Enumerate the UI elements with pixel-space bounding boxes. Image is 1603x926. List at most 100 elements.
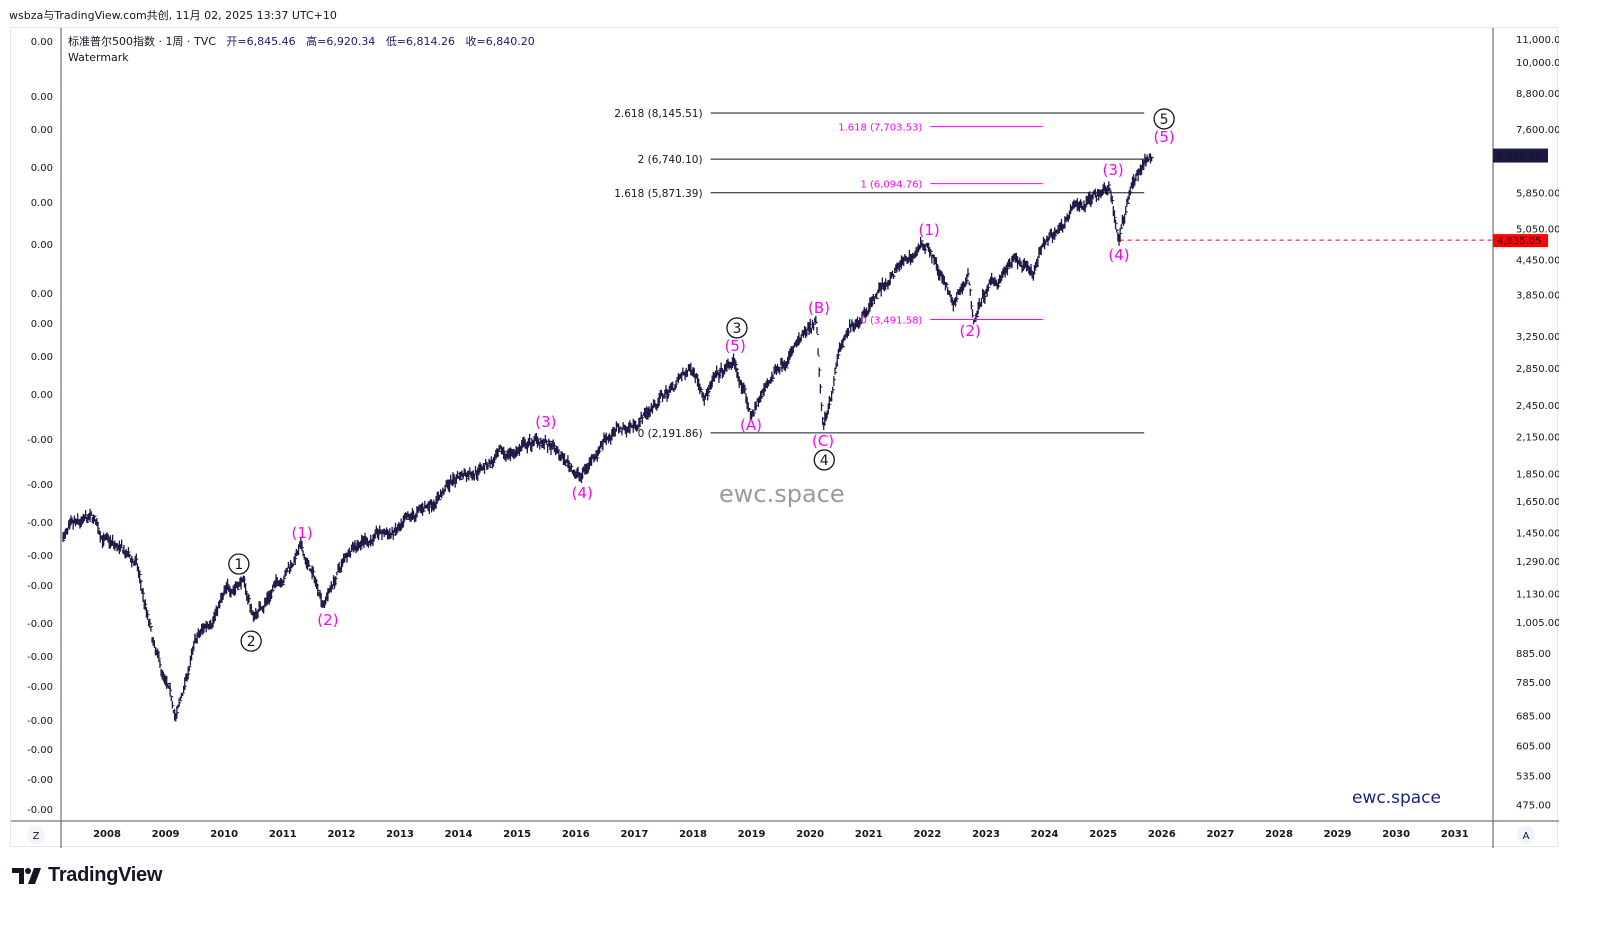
left-axis-tick: -0.00 — [27, 480, 53, 491]
time-axis-tick: 2028 — [1265, 829, 1293, 840]
chart-attribution: wsbza与TradingView.com共创, 11月 02, 2025 13… — [9, 9, 337, 22]
wave-circle-marker[interactable] — [228, 553, 250, 575]
wave-label[interactable]: (1) — [919, 221, 940, 239]
scale-z-label[interactable]: Z — [33, 831, 40, 842]
time-axis-tick: 2020 — [796, 829, 824, 840]
right-axis-tick: 2,850.00 — [1516, 364, 1559, 375]
fib-level-label: 0 (3,491.58) — [860, 315, 922, 326]
wave-label-circled[interactable]: 5 — [1160, 112, 1169, 128]
center-watermark: ewc.space — [719, 480, 845, 508]
left-axis-tick: -0.00 — [27, 435, 53, 446]
scale-z-button[interactable] — [27, 826, 45, 844]
tradingview-brand: TradingView — [48, 864, 163, 886]
right-axis-tick: 3,850.00 — [1516, 291, 1559, 302]
last-price-tag — [1493, 148, 1548, 163]
time-axis-tick: 2010 — [210, 829, 238, 840]
right-axis-tick: 475.00 — [1516, 801, 1551, 812]
time-axis-tick: 2016 — [562, 829, 590, 840]
right-axis-tick: 7,600.00 — [1516, 125, 1559, 136]
wave-label[interactable]: (2) — [317, 611, 338, 629]
left-axis-tick: -0.00 — [27, 745, 53, 756]
high-value: 高=6,920.34 — [306, 35, 376, 48]
wave-label-circled[interactable]: 4 — [820, 453, 829, 469]
wave-label-circled[interactable]: 1 — [234, 557, 243, 573]
wave-label[interactable]: (3) — [1103, 161, 1124, 179]
right-axis-tick: 1,850.00 — [1516, 469, 1559, 480]
wave-label[interactable]: (A) — [740, 416, 762, 434]
time-axis-tick: 2012 — [327, 829, 355, 840]
right-axis-tick: 2,450.00 — [1516, 401, 1559, 412]
right-axis-tick: 1,650.00 — [1516, 497, 1559, 508]
symbol-title[interactable]: 标准普尔500指数 · 1周 · TVC — [68, 35, 216, 48]
wave-label-circled[interactable]: 3 — [732, 321, 741, 337]
price-chart[interactable]: 0.00 0.00 0.00 0.00 0.00 0.00 0.00 0.00 0.00 0.00… — [11, 28, 1559, 848]
left-axis-tick: 0.00 — [31, 240, 53, 251]
time-axis-tick: 2024 — [1031, 829, 1059, 840]
right-axis-tick: 885.00 — [1516, 649, 1551, 660]
indicator-watermark-label[interactable]: Watermark — [68, 51, 129, 64]
wave-label[interactable]: (3) — [535, 413, 556, 431]
wave-label[interactable]: (5) — [1154, 128, 1175, 146]
right-axis-tick: 1,130.00 — [1516, 589, 1559, 600]
time-axis-tick: 2030 — [1382, 829, 1410, 840]
stop-level-price-text: 4,835.05 — [1497, 236, 1542, 247]
time-axis-tick: 2015 — [503, 829, 531, 840]
right-axis-tick: 1,290.00 — [1516, 557, 1559, 568]
wave-label[interactable]: (1) — [292, 524, 313, 542]
right-axis-tick: 605.00 — [1516, 742, 1551, 753]
right-axis-tick: 535.00 — [1516, 772, 1551, 783]
left-axis-tick: 0.00 — [31, 125, 53, 136]
right-axis-tick: 785.00 — [1516, 678, 1551, 689]
wave-circle-marker[interactable] — [1153, 108, 1175, 130]
right-axis-tick: 1,005.00 — [1516, 618, 1559, 629]
auto-scale-button[interactable] — [1517, 826, 1535, 844]
right-axis-tick: 10,000.00 — [1516, 58, 1559, 69]
time-axis-tick: 2022 — [913, 829, 941, 840]
time-axis-tick: 2031 — [1441, 829, 1469, 840]
time-axis-tick: 2026 — [1148, 829, 1176, 840]
wave-label[interactable]: (2) — [960, 322, 981, 340]
time-axis-tick: 2025 — [1089, 829, 1117, 840]
right-axis-tick: 685.00 — [1516, 711, 1551, 722]
time-axis-tick: 2008 — [93, 829, 121, 840]
left-axis-tick: -0.00 — [27, 551, 53, 562]
left-axis-tick: 0.00 — [31, 319, 53, 330]
left-axis-tick: 0.00 — [31, 390, 53, 401]
time-axis-tick: 2021 — [855, 829, 883, 840]
left-axis-tick: -0.00 — [27, 775, 53, 786]
wave-label[interactable]: (C) — [812, 432, 834, 450]
time-axis-tick: 2023 — [972, 829, 1000, 840]
left-axis-tick: -0.00 — [27, 518, 53, 529]
left-axis-tick: -0.00 — [27, 619, 53, 630]
open-value: 开=6,845.46 — [226, 35, 296, 48]
wave-label[interactable]: (5) — [725, 337, 746, 355]
wave-circle-marker[interactable] — [813, 449, 835, 471]
wave-circle-marker[interactable] — [240, 630, 262, 652]
fib-level-label: 1.618 (7,703.53) — [838, 123, 922, 134]
price-bars — [62, 153, 1154, 722]
fib-level-label: 1 (6,094.76) — [860, 180, 922, 191]
right-axis-tick: 1,450.00 — [1516, 529, 1559, 540]
fib-level-label: 2.618 (8,145.51) — [614, 108, 702, 120]
time-axis-tick: 2017 — [620, 829, 648, 840]
wave-circle-marker[interactable] — [726, 317, 748, 339]
low-value: 低=6,814.26 — [385, 35, 456, 48]
tradingview-logo-icon — [12, 867, 41, 884]
time-axis-tick: 2019 — [738, 829, 766, 840]
time-axis-tick: 2027 — [1206, 829, 1234, 840]
wave-label[interactable]: (4) — [1108, 246, 1129, 264]
fib-level-label: 0 (2,191.86) — [638, 428, 703, 440]
wave-label[interactable]: (B) — [808, 299, 830, 317]
left-axis-tick: 0.00 — [31, 352, 53, 363]
wave-label[interactable]: (4) — [572, 484, 593, 502]
fib-level-label: 1.618 (5,871.39) — [614, 188, 702, 200]
right-axis-tick: 11,000.00 — [1516, 35, 1559, 46]
wave-label-circled[interactable]: 2 — [247, 634, 256, 650]
left-axis-tick: -0.00 — [27, 652, 53, 663]
stop-level-price-tag — [1493, 234, 1548, 248]
tradingview-logo: TradingView — [12, 864, 162, 887]
auto-scale-label[interactable]: A — [1523, 831, 1530, 842]
fib-level-label: 2 (6,740.10) — [638, 154, 703, 166]
chart-frame[interactable]: 0.00 0.00 0.00 0.00 0.00 0.00 0.00 0.00 0.00 0.00… — [10, 27, 1559, 848]
last-price-text: 6,840.20 — [1497, 152, 1542, 163]
